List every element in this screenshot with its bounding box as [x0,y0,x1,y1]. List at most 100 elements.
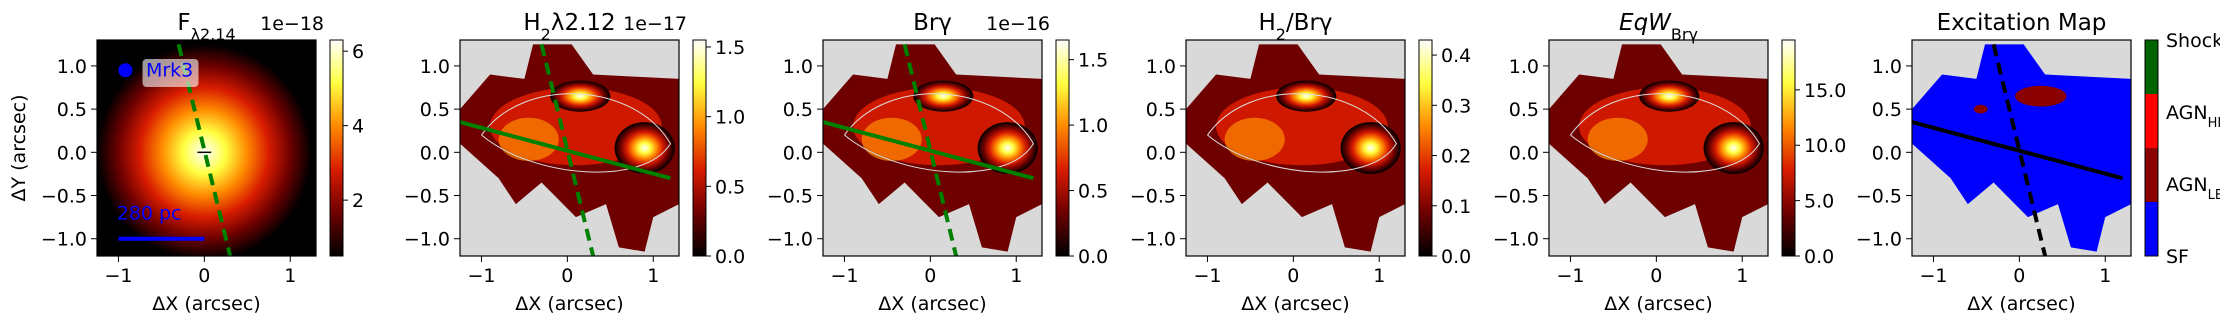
offset-label: 1e−17 [623,13,687,35]
colorbar-tick-label: 4 [352,116,364,138]
y-tick-label: 0.5 [420,99,450,121]
colorbar-segment [2145,202,2158,256]
chart-title-part: H [1258,10,1275,36]
x-axis-label: ΔX (arcsec) [1241,293,1349,315]
colorbar-tick-label: Shock [2166,30,2220,52]
colorbar-tick-label: 10.0 [1804,135,1846,157]
colorbar-tick-label-part: AGN [2166,102,2208,124]
colorbar-tick-label: 0.0 [1078,246,1108,268]
y-axis-label: ΔY (arcsec) [8,95,30,202]
colorbar-tick-label-part: Shock [2166,30,2220,52]
chart-title-part: /Brγ [1286,10,1333,36]
colorbar-tick-label: 0.0 [1441,246,1471,268]
colorbar-tick-label: 15.0 [1804,80,1846,102]
colorbar-tick-label: 1.0 [1078,115,1108,137]
chart-title: H2/Brγ [1258,10,1332,44]
map-image [1186,40,1405,256]
chart-title: H2λ2.12 [523,10,615,44]
x-tick-label: 1 [284,265,296,287]
y-tick-label: 1.0 [783,56,813,78]
axis-line [539,43,596,256]
y-tick-label: 1.0 [1146,56,1176,78]
emission-blob [1587,117,1648,161]
colorbar-tick-label: 0.0 [1804,246,1834,268]
colorbar [692,39,707,257]
y-tick-label: −1.0 [1493,229,1539,251]
panel [1906,39,2159,262]
contour [844,93,1034,173]
colorbar-segment [2145,148,2158,202]
axes-frame [1911,39,2132,257]
y-tick-label: −1.0 [41,229,87,251]
emission-blob [1276,80,1337,112]
axis-line [1912,120,2123,181]
colorbar [329,39,344,257]
colorbar-tick-label: AGNHE [2166,102,2220,131]
y-tick-label: 0.0 [1509,142,1539,164]
panel [454,39,711,262]
y-tick-label: 0.5 [1146,99,1176,121]
axis-line [176,43,233,256]
contour [481,93,671,173]
colorbar-tick-label: 6 [352,41,364,63]
marker-label-box [142,59,199,88]
map-image [823,40,1042,256]
emission-blob [1340,122,1401,174]
y-tick-label: 0.5 [57,99,87,121]
chart-title-part: Brγ [913,10,952,36]
chart-title-part: F [177,10,190,36]
axes-frame [1185,39,1406,257]
y-tick-label: −0.5 [41,186,87,208]
y-tick-label: −1.0 [404,229,450,251]
y-tick-label: 0.0 [783,142,813,164]
y-tick-label: −0.5 [767,186,813,208]
colorbar-frame [2144,39,2159,257]
colorbar-tick-label: 1.0 [715,107,745,129]
x-tick-label: 1 [1736,265,1748,287]
y-tick-label: 1.0 [1872,56,1902,78]
x-tick-label: 1 [1373,265,1385,287]
x-tick-label: 0 [561,265,573,287]
colorbar-tick-label: SF [2166,246,2189,268]
emission-blob [1703,122,1764,174]
x-axis-label: ΔX (arcsec) [1967,293,2075,315]
x-tick-label: 1 [1010,265,1022,287]
marker-label: Mrk3 [146,60,193,82]
axis-line [460,120,671,181]
emission-blob [550,80,611,112]
x-axis-label: ΔX (arcsec) [878,293,986,315]
contour [1207,93,1397,173]
colorbar-tick-label: AGNLE [2166,174,2220,203]
chart-title: EqWBrγ [1619,10,1698,44]
colorbar-tick-label: 0.5 [715,176,745,198]
colorbar [1418,39,1433,257]
chart-title-part: λ2.14 [191,25,236,44]
y-tick-label: 0.5 [1509,99,1539,121]
x-tick-label: −1 [1556,265,1584,287]
chart-title-part: 2 [541,25,551,44]
colorbar-segment [2145,40,2158,94]
colorbar-tick-label: 0.2 [1441,146,1471,168]
y-tick-label: 1.0 [420,56,450,78]
axes-frame [459,39,680,257]
offset-label: 1e−16 [986,13,1050,35]
axes-frame [822,39,1043,257]
emission-blob [913,80,974,112]
x-tick-label: −1 [104,265,132,287]
y-tick-label: 0.5 [783,99,813,121]
map-region [1912,44,2131,252]
colorbar-tick-label: 5.0 [1804,191,1834,213]
x-tick-label: 0 [1650,265,1662,287]
y-tick-label: −0.5 [404,186,450,208]
panel [91,39,348,262]
chart-title-part: EqW [1619,10,1672,36]
emission-blob [614,122,675,174]
y-tick-label: 0.0 [1146,142,1176,164]
y-tick-label: −0.5 [1130,186,1176,208]
offset-label: 1e−18 [260,13,324,35]
x-tick-label: −1 [830,265,858,287]
colorbar-tick-label: 1.5 [1078,50,1108,72]
panel [1543,39,1800,262]
panel [1180,39,1437,262]
